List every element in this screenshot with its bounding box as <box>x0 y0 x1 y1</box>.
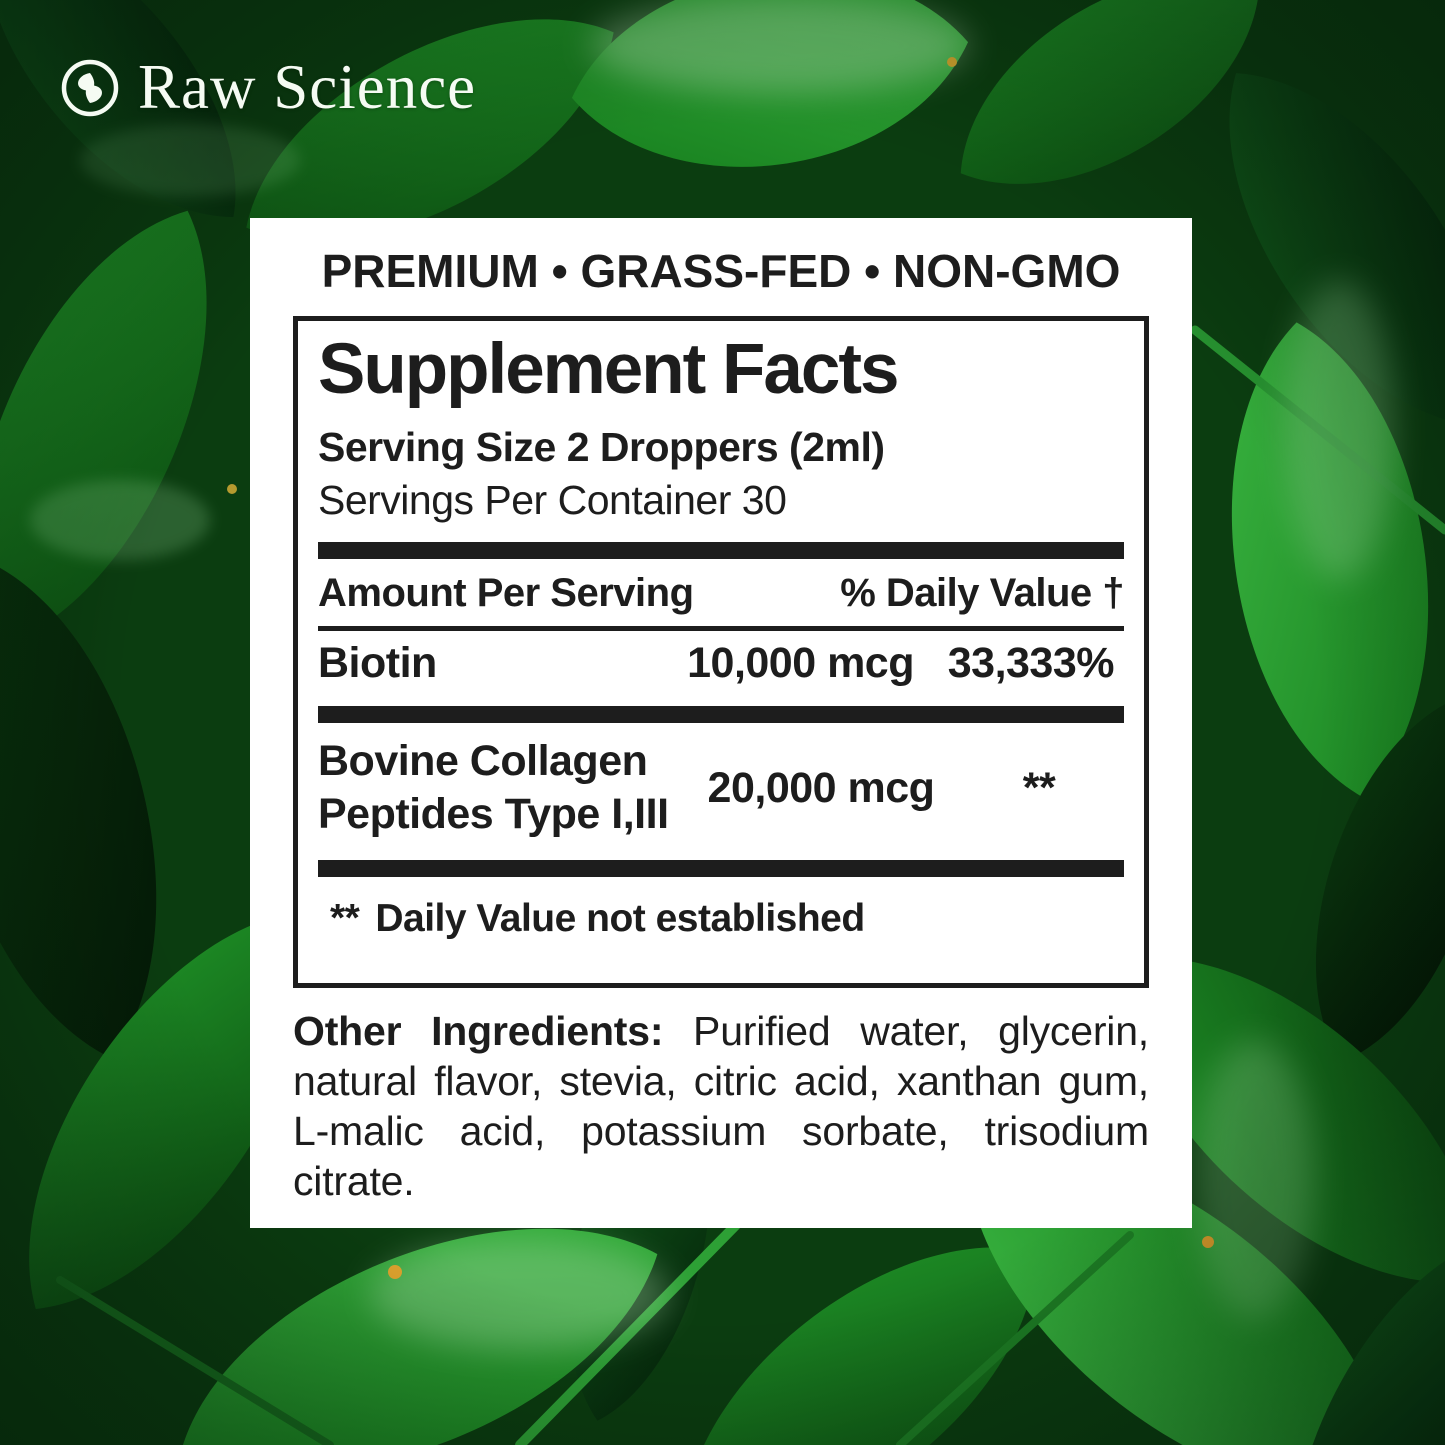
servings-per-container: Servings Per Container 30 <box>318 476 787 523</box>
nutrient-name-line2: Peptides Type I,III <box>318 790 669 839</box>
nutrient-name: Biotin <box>318 638 437 687</box>
amount-per-serving-header: Amount Per Serving <box>318 570 694 615</box>
daily-value-footnote: ** Daily Value not established <box>318 897 1124 941</box>
footnote-text: Daily Value not established <box>375 897 865 941</box>
thick-divider <box>318 541 1124 559</box>
nutrient-name-line1: Bovine Collagen <box>318 736 648 785</box>
quality-badge-line: PREMIUM • GRASS-FED • NON-GMO <box>321 245 1121 297</box>
supplement-facts-box: Supplement Facts Serving Size 2 Droppers… <box>293 316 1149 988</box>
thick-divider <box>318 860 1124 878</box>
brand-name: Raw Science <box>138 52 477 122</box>
facts-title: Supplement Facts <box>318 330 900 409</box>
brand-logo: Raw Science <box>60 56 476 119</box>
facts-header-row: Amount Per Serving % Daily Value † <box>318 571 1124 616</box>
daily-value-header: % Daily Value † <box>840 570 1124 615</box>
nutrient-row-biotin: Biotin 10,000 mcg 33,333% <box>318 639 1124 688</box>
other-ingredients: Other Ingredients: Purified water, glyce… <box>293 1006 1149 1206</box>
thin-divider <box>318 625 1124 631</box>
other-ingredients-label: Other Ingredients: <box>293 1008 664 1054</box>
leaf-s-monogram-icon <box>61 59 119 116</box>
other-ingredients-text: Purified water, glycerin, natural flavor… <box>293 1008 1149 1205</box>
thick-divider <box>318 705 1124 723</box>
nutrient-daily-value: ** <box>1022 763 1056 812</box>
supplement-label-card: PREMIUM • GRASS-FED • NON-GMO Supplement… <box>250 218 1192 1228</box>
nutrient-amount: 20,000 mcg <box>707 763 935 812</box>
footnote-marker: ** <box>330 897 360 941</box>
nutrient-row-collagen: Bovine Collagen Peptides Type I,III 20,0… <box>318 735 1124 843</box>
nutrient-name: Bovine Collagen Peptides Type I,III <box>318 735 688 843</box>
nutrient-daily-value: 33,333% <box>947 638 1115 687</box>
serving-size: Serving Size 2 Droppers (2ml) <box>318 423 885 470</box>
nutrient-amount: 10,000 mcg <box>687 638 914 687</box>
